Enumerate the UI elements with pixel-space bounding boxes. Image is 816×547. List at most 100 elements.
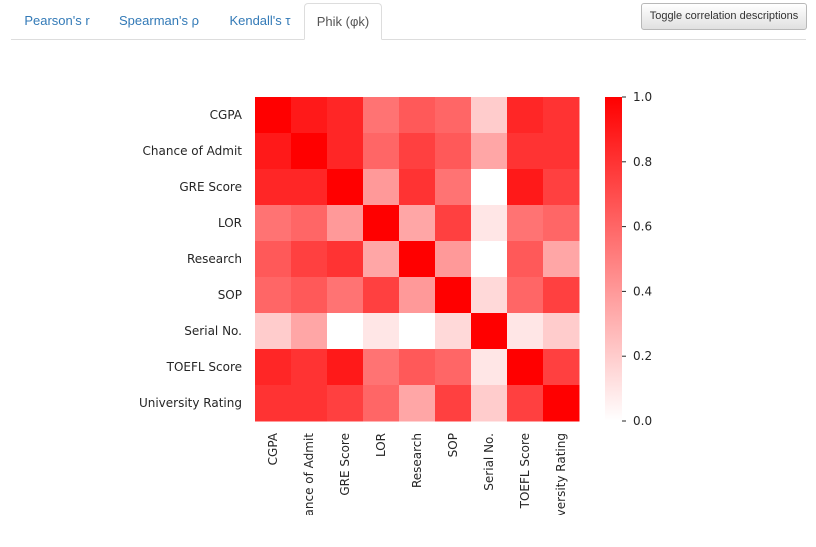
heatmap-cell-serial-no--cgpa: [255, 313, 292, 350]
heatmap-cell-university-rating-gre-score: [327, 385, 364, 422]
heatmap-cell-lor-research: [399, 205, 436, 242]
heatmap-cell-university-rating-research: [399, 385, 436, 422]
colorbar: 0.0 0.2 0.4 0.6 0.8 1.0: [605, 90, 652, 428]
column-label: GRE Score: [338, 433, 352, 496]
colorbar-tick-label: 0.6: [633, 220, 652, 234]
heatmap-cell-cgpa-gre-score: [327, 97, 364, 134]
colorbar-tick-label: 0.4: [633, 284, 652, 298]
heatmap-cell-toefl-score-gre-score: [327, 349, 364, 386]
heatmap-cell-gre-score-serial-no-: [471, 169, 508, 206]
tab-kendall[interactable]: Kendall's τ: [229, 13, 291, 28]
heatmap-cell-chance-of-admit-lor: [363, 133, 400, 170]
column-label: Chance of Admit: [302, 433, 316, 533]
column-label: TOEFL Score: [518, 433, 532, 509]
heatmap-cell-lor-chance-of-admit: [291, 205, 328, 242]
heatmap-cell-sop-chance-of-admit: [291, 277, 328, 314]
heatmap-cell-chance-of-admit-chance-of-admit: [291, 133, 328, 170]
heatmap-cell-lor-gre-score: [327, 205, 364, 242]
heatmap-cell-chance-of-admit-serial-no-: [471, 133, 508, 170]
heatmap-cell-gre-score-gre-score: [327, 169, 364, 206]
column-label: Serial No.: [482, 433, 496, 491]
heatmap-cell-cgpa-lor: [363, 97, 400, 134]
heatmap-cell-chance-of-admit-university-rating: [543, 133, 580, 170]
heatmap-cell-research-toefl-score: [507, 241, 544, 278]
heatmap-cell-university-rating-sop: [435, 385, 472, 422]
heatmap-cell-sop-research: [399, 277, 436, 314]
heatmap-cell-toefl-score-lor: [363, 349, 400, 386]
colorbar-tick-label: 0.0: [633, 414, 652, 428]
heatmap-cell-gre-score-lor: [363, 169, 400, 206]
heatmap-cell-gre-score-cgpa: [255, 169, 292, 206]
heatmap-cell-sop-gre-score: [327, 277, 364, 314]
heatmap-cell-cgpa-toefl-score: [507, 97, 544, 134]
correlation-tabs: Pearson's r Spearman's ρ Kendall's τ Phi…: [11, 3, 806, 40]
colorbar-tick-label: 1.0: [633, 90, 652, 104]
heatmap-cell-toefl-score-cgpa: [255, 349, 292, 386]
tab-pearson[interactable]: Pearson's r: [24, 13, 90, 28]
heatmap-cell-gre-score-university-rating: [543, 169, 580, 206]
row-label: Research: [187, 252, 242, 266]
heatmap-cell-chance-of-admit-cgpa: [255, 133, 292, 170]
heatmap-cell-toefl-score-university-rating: [543, 349, 580, 386]
heatmap-cell-cgpa-chance-of-admit: [291, 97, 328, 134]
heatmap-cell-serial-no--serial-no-: [471, 313, 508, 350]
heatmap-cell-toefl-score-sop: [435, 349, 472, 386]
heatmap-cell-research-serial-no-: [471, 241, 508, 278]
heatmap-cell-university-rating-serial-no-: [471, 385, 508, 422]
heatmap-cell-toefl-score-toefl-score: [507, 349, 544, 386]
heatmap-cell-toefl-score-chance-of-admit: [291, 349, 328, 386]
heatmap-cell-cgpa-research: [399, 97, 436, 134]
heatmap-cell-university-rating-chance-of-admit: [291, 385, 328, 422]
heatmap-cell-university-rating-university-rating: [543, 385, 580, 422]
heatmap-column-labels: CGPA Chance of Admit GRE Score LOR Research S…: [266, 432, 568, 536]
heatmap-cell-sop-sop: [435, 277, 472, 314]
heatmap-cell-sop-cgpa: [255, 277, 292, 314]
heatmap-cell-research-chance-of-admit: [291, 241, 328, 278]
row-label: Chance of Admit: [143, 144, 243, 158]
heatmap-cell-gre-score-research: [399, 169, 436, 206]
heatmap-cell-university-rating-lor: [363, 385, 400, 422]
heatmap-cell-chance-of-admit-sop: [435, 133, 472, 170]
heatmap-cell-serial-no--gre-score: [327, 313, 364, 350]
toggle-correlation-descriptions-button[interactable]: Toggle correlation descriptions: [641, 3, 807, 30]
heatmap-cell-university-rating-toefl-score: [507, 385, 544, 422]
heatmap-cell-serial-no--toefl-score: [507, 313, 544, 350]
heatmap-cell-research-research: [399, 241, 436, 278]
heatmap-cell-cgpa-sop: [435, 97, 472, 134]
heatmap-cell-university-rating-cgpa: [255, 385, 292, 422]
heatmap-cells: [255, 97, 580, 422]
colorbar-tick-label: 0.8: [633, 155, 652, 169]
heatmap-cell-lor-toefl-score: [507, 205, 544, 242]
heatmap-cell-sop-serial-no-: [471, 277, 508, 314]
heatmap-cell-serial-no--university-rating: [543, 313, 580, 350]
row-label: GRE Score: [179, 180, 242, 194]
heatmap-cell-sop-university-rating: [543, 277, 580, 314]
heatmap-cell-gre-score-chance-of-admit: [291, 169, 328, 206]
heatmap-cell-gre-score-sop: [435, 169, 472, 206]
row-label: University Rating: [139, 396, 242, 410]
heatmap-cell-serial-no--research: [399, 313, 436, 350]
column-label: University Rating: [554, 433, 568, 536]
heatmap-cell-serial-no--sop: [435, 313, 472, 350]
heatmap-cell-serial-no--chance-of-admit: [291, 313, 328, 350]
heatmap-cell-cgpa-university-rating: [543, 97, 580, 134]
row-label: SOP: [218, 288, 242, 302]
tab-phik[interactable]: Phik (φk): [304, 3, 382, 40]
heatmap-cell-lor-cgpa: [255, 205, 292, 242]
heatmap-cell-research-cgpa: [255, 241, 292, 278]
heatmap-cell-lor-lor: [363, 205, 400, 242]
heatmap-cell-lor-university-rating: [543, 205, 580, 242]
heatmap-cell-research-lor: [363, 241, 400, 278]
row-label: CGPA: [210, 108, 243, 122]
heatmap-cell-lor-serial-no-: [471, 205, 508, 242]
column-label: LOR: [374, 433, 388, 457]
tab-spearman[interactable]: Spearman's ρ: [119, 13, 199, 28]
heatmap-cell-chance-of-admit-toefl-score: [507, 133, 544, 170]
row-label: Serial No.: [184, 324, 242, 338]
row-label: LOR: [218, 216, 242, 230]
heatmap-cell-toefl-score-serial-no-: [471, 349, 508, 386]
heatmap-cell-lor-sop: [435, 205, 472, 242]
heatmap-row-labels: CGPA Chance of Admit GRE Score LOR Researc…: [139, 108, 243, 410]
heatmap-cell-cgpa-serial-no-: [471, 97, 508, 134]
